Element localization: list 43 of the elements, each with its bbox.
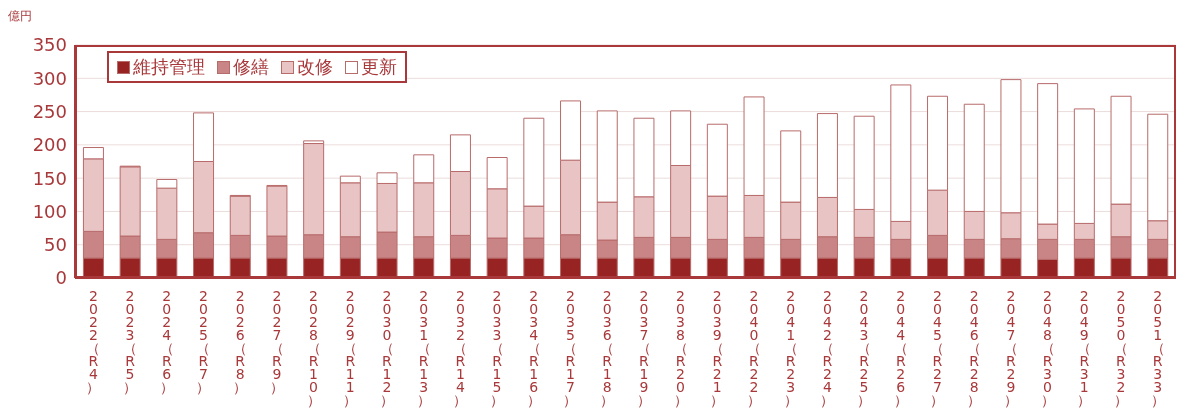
y-tick-label: 50 — [44, 234, 67, 256]
category-label: 2032（R14） — [453, 289, 468, 408]
y-tick-label: 0 — [55, 267, 67, 289]
category-label: 2044（R26） — [893, 289, 908, 408]
y-tick-label: 150 — [32, 167, 67, 189]
category-label: 2048（R30） — [1040, 289, 1055, 408]
category-label: 2036（R18） — [600, 289, 615, 408]
category-label: 2039（R21） — [710, 289, 725, 408]
x-tick-label: 2023（R5） — [122, 289, 139, 395]
y-axis-title: 億円 — [8, 8, 32, 25]
category-label: 2028（R10） — [306, 289, 321, 408]
y-tick-label: 100 — [32, 200, 67, 222]
category-label: 2042（R24） — [820, 289, 835, 408]
legend-label: 維持管理 — [133, 55, 205, 79]
category-label: 2045（R27） — [930, 289, 945, 408]
category-label: 2034（R16） — [526, 289, 541, 408]
category-label: 2047（R29） — [1003, 289, 1018, 408]
category-label: 2051（R33） — [1150, 289, 1165, 408]
legend-label: 改修 — [297, 55, 333, 79]
y-tick-label: 200 — [32, 134, 67, 156]
category-label: 2043（R25） — [857, 289, 872, 408]
legend-label: 更新 — [361, 55, 397, 79]
x-tick-label: 2027（R9） — [268, 289, 285, 395]
y-tick-label: 250 — [32, 100, 67, 122]
category-label: 2029（R11） — [343, 289, 358, 408]
category-label: 2049（R31） — [1077, 289, 1092, 408]
y-tick-label: 350 — [32, 34, 67, 56]
y-tick-label: 300 — [32, 67, 67, 89]
x-tick-label: 2022（R4） — [85, 289, 102, 395]
x-tick-label: 2024（R6） — [158, 289, 175, 395]
category-label: 2033（R15） — [490, 289, 505, 408]
category-label: 2041（R23） — [783, 289, 798, 408]
category-label: 2046（R28） — [967, 289, 982, 408]
x-tick-label: 2025（R7） — [195, 289, 212, 395]
category-label: 2030（R12） — [379, 289, 394, 408]
category-label: 2037（R19） — [636, 289, 651, 408]
category-label: 2050（R32） — [1113, 289, 1128, 408]
category-label: 2038（R20） — [673, 289, 688, 408]
category-label: 2040（R22） — [746, 289, 761, 408]
category-label: 2035（R17） — [563, 289, 578, 408]
legend-label: 修繕 — [233, 55, 269, 79]
category-label: 2031（R13） — [416, 289, 431, 408]
x-tick-label: 2026（R8） — [232, 289, 249, 395]
